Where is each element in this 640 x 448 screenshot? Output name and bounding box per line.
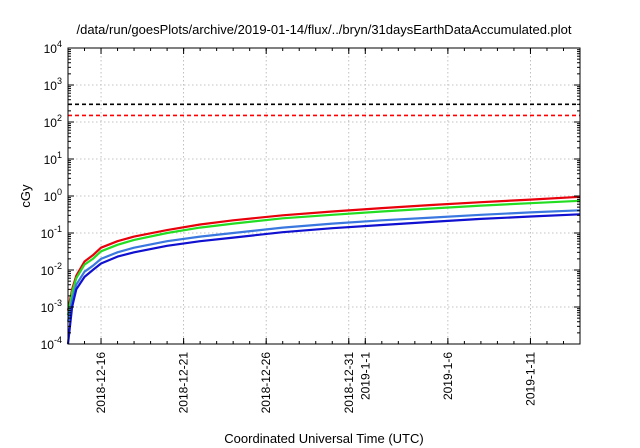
x-tick-label: 2019-1-1 — [358, 352, 372, 400]
y-tick-base: 10 — [44, 79, 58, 93]
y-tick-base: 10 — [44, 116, 58, 130]
y-tick-base: 10 — [44, 42, 58, 56]
series-line — [66, 209, 581, 322]
y-tick-base: 10 — [41, 301, 55, 315]
y-tick-exponent: 0 — [57, 187, 62, 197]
y-tick-label: 104 — [44, 39, 62, 56]
y-tick-exponent: 2 — [57, 113, 62, 123]
y-tick-exponent: 4 — [57, 39, 62, 49]
y-tick-base: 10 — [44, 190, 58, 204]
y-tick-base: 10 — [44, 153, 58, 167]
series-line — [66, 213, 581, 345]
y-axis-label: cGy — [18, 184, 33, 208]
x-tick-labels: 2018-12-16 2018-12-21 2018-12-26 2018-12-31… — [94, 352, 537, 414]
y-tick-label: 103 — [44, 76, 62, 93]
x-tick-label: 2019-1-11 — [523, 352, 537, 406]
series-line — [66, 199, 581, 316]
y-tick-base: 10 — [41, 227, 55, 241]
y-tick-exponent: -3 — [54, 298, 62, 308]
grid-lines — [68, 48, 580, 344]
y-tick-label: 100 — [44, 187, 62, 204]
y-tick-exponent: -4 — [54, 335, 62, 345]
y-tick-label: 10-1 — [41, 224, 62, 241]
y-tick-label: 10-2 — [41, 261, 62, 278]
y-tick-exponent: -2 — [54, 261, 62, 271]
series-line — [66, 195, 581, 311]
y-tick-label: 101 — [44, 150, 62, 167]
axis-ticks — [67, 47, 581, 345]
x-tick-label: 2018-12-21 — [177, 352, 191, 414]
x-axis-label: Coordinated Universal Time (UTC) — [224, 431, 423, 446]
y-tick-label: 102 — [44, 113, 62, 130]
x-tick-label: 2019-1-6 — [441, 352, 455, 400]
y-tick-label: 10-3 — [41, 298, 62, 315]
chart-title: /data/run/goesPlots/archive/2019-01-14/f… — [76, 22, 571, 37]
series-lines — [66, 195, 581, 345]
y-tick-base: 10 — [41, 338, 55, 352]
x-tick-label: 2018-12-31 — [342, 352, 356, 414]
reference-lines — [68, 103, 580, 117]
y-tick-exponent: -1 — [54, 224, 62, 234]
x-tick-label: 2018-12-16 — [94, 352, 108, 414]
y-tick-exponent: 3 — [57, 76, 62, 86]
x-tick-label: 2018-12-26 — [259, 352, 273, 414]
y-tick-base: 10 — [41, 264, 55, 278]
y-tick-label: 10-4 — [41, 335, 62, 352]
y-tick-exponent: 1 — [57, 150, 62, 160]
